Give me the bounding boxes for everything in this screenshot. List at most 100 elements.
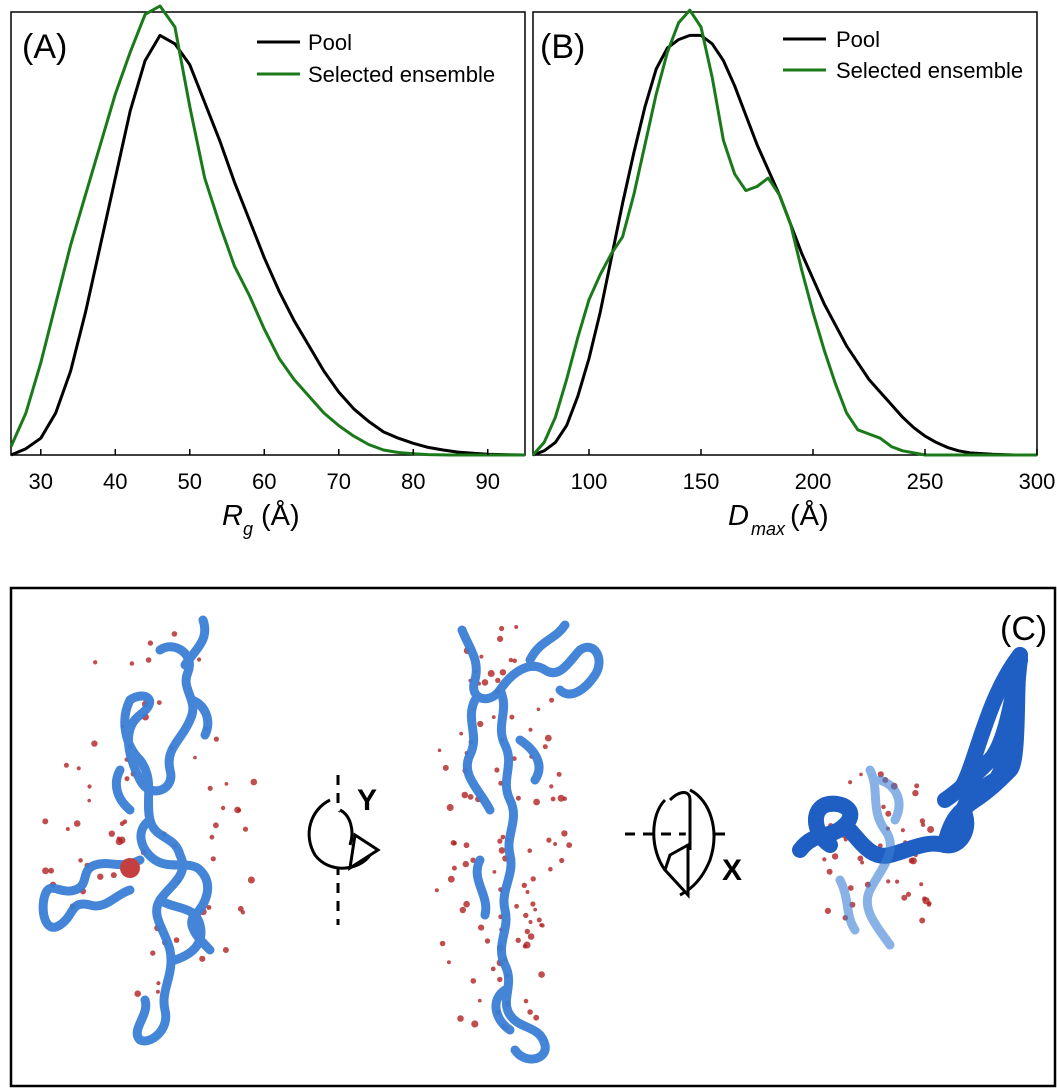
water-dot <box>905 891 912 897</box>
water-dot <box>912 789 919 797</box>
water-dot <box>487 670 495 677</box>
water-dot <box>557 794 565 802</box>
series-line-pool <box>10 33 526 457</box>
x-tick-label: 100 <box>571 469 608 494</box>
water-dot <box>561 830 568 837</box>
water-dot <box>512 658 517 664</box>
water-dot <box>462 860 469 868</box>
water-dot <box>481 679 489 686</box>
rotate-x-icon: X <box>625 788 742 899</box>
panel-b-xlabel-unit: (Å) <box>790 499 829 532</box>
series-line-selected-ensemble <box>531 8 1037 457</box>
water-dot <box>439 940 446 947</box>
water-dot <box>523 912 529 919</box>
water-dot <box>909 857 917 865</box>
water-dot <box>459 731 464 736</box>
water-dot <box>895 879 900 884</box>
water-dot <box>250 778 258 786</box>
panel-a-chart: 30 40 50 60 70 80 90 (A) Pool Selected ensembl… <box>9 4 526 539</box>
water-dot <box>527 933 535 940</box>
x-tick-label: 200 <box>795 469 832 494</box>
water-dot <box>556 771 562 777</box>
water-dot <box>490 966 496 972</box>
water-dot <box>145 657 152 663</box>
panel-c-label: (C) <box>1000 610 1047 648</box>
water-dot <box>822 857 827 862</box>
water-dot <box>479 654 484 659</box>
water-dot <box>446 804 454 811</box>
water-dot <box>533 798 540 806</box>
water-dot <box>237 808 242 813</box>
series-line-pool <box>532 33 1037 457</box>
structure-3-arm <box>937 647 1028 853</box>
panel-a-xlabel-main: R <box>222 500 243 532</box>
water-dot <box>222 947 229 953</box>
x-tick-label: 40 <box>103 469 127 494</box>
water-molecules <box>42 625 935 1031</box>
water-dot <box>42 867 49 875</box>
water-dot <box>213 736 219 742</box>
panel-a-label: (A) <box>22 28 67 66</box>
water-dot <box>539 923 543 927</box>
water-dot <box>549 784 554 789</box>
water-dot <box>886 879 891 884</box>
water-dot <box>514 625 519 629</box>
water-dot <box>499 625 505 632</box>
water-dot <box>525 890 530 894</box>
water-dot <box>495 677 501 684</box>
water-dot <box>491 715 496 719</box>
x-tick-label: 60 <box>252 469 276 494</box>
x-tick-label: 30 <box>29 469 53 494</box>
water-dot <box>224 782 229 786</box>
water-dot <box>477 998 482 1003</box>
water-dot <box>209 834 215 840</box>
water-dot <box>110 872 117 879</box>
legend-pool-label: Pool <box>308 30 352 55</box>
water-dot <box>470 978 477 984</box>
water-dot <box>859 772 863 777</box>
legend-selected-label-b: Selected ensemble <box>836 58 1023 83</box>
water-dot <box>463 900 470 908</box>
water-dot <box>78 858 83 863</box>
water-dot <box>926 902 932 907</box>
water-dot <box>42 818 49 825</box>
water-dot <box>824 907 832 915</box>
water-dot <box>471 1020 479 1028</box>
water-dot <box>860 860 865 865</box>
x-tick-label: 80 <box>401 469 425 494</box>
water-dot <box>544 734 552 742</box>
water-dot <box>463 842 470 849</box>
water-dot <box>536 707 541 712</box>
water-dot <box>927 826 935 833</box>
water-dot <box>76 766 81 771</box>
water-dot <box>461 791 469 799</box>
water-dot <box>847 885 854 891</box>
water-dot <box>528 727 533 732</box>
water-dot <box>538 971 545 978</box>
water-dot <box>530 901 536 907</box>
water-dot <box>508 657 514 663</box>
water-dot <box>914 783 920 789</box>
water-dot <box>848 780 853 785</box>
water-dot <box>457 1015 464 1022</box>
legend-selected-label: Selected ensemble <box>308 62 495 87</box>
water-dot <box>527 1009 533 1015</box>
water-dot <box>442 764 449 771</box>
water-dot <box>509 714 515 720</box>
panel-b-frame <box>532 11 1038 456</box>
water-dot <box>156 700 162 705</box>
legend-pool-label-b: Pool <box>836 27 880 52</box>
water-dot <box>220 805 226 811</box>
panel-b-chart: 100 150 200 250 300 (B) Pool Selected ensemb… <box>531 8 1055 539</box>
panel-a-xlabel-sub: g <box>243 519 253 539</box>
water-dot <box>134 990 141 997</box>
water-dot <box>147 640 154 646</box>
water-dot <box>521 882 527 888</box>
structure-2-backbone <box>457 620 604 1064</box>
structure-1-backbone <box>38 615 215 1046</box>
panel-b-lines <box>531 8 1037 457</box>
water-dot <box>206 905 212 910</box>
water-dot <box>533 907 538 912</box>
water-dot <box>242 826 249 832</box>
water-dot <box>447 875 455 883</box>
